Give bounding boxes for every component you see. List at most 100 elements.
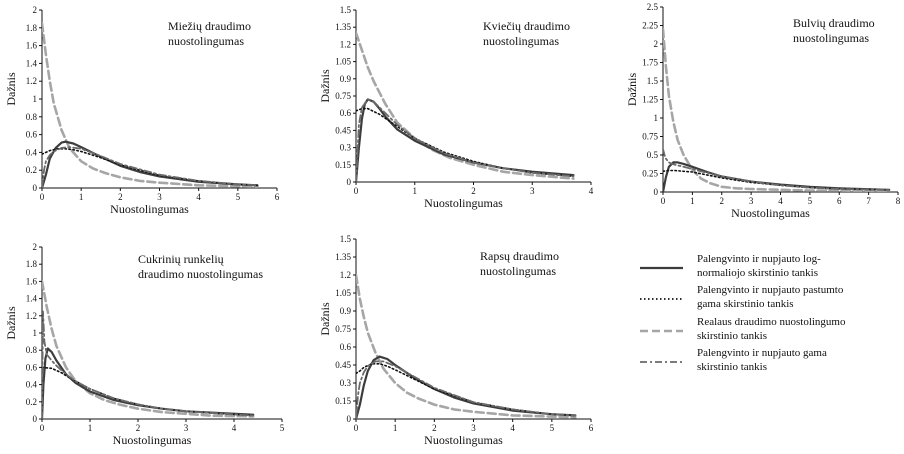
x-tick-label: 4 bbox=[232, 423, 237, 433]
y-tick-label: 0 bbox=[347, 414, 352, 424]
legend-label-shifted-gamma-1: Palengvinto ir nupjauto pastumto bbox=[697, 284, 844, 296]
y-axis-label: Dažnis bbox=[4, 306, 18, 340]
x-tick-label: 0 bbox=[40, 192, 45, 202]
y-axis-label: Dažnis bbox=[4, 72, 18, 106]
y-tick-label: 1.6 bbox=[26, 41, 38, 51]
chart-title-line: nuostolingumas bbox=[793, 31, 869, 45]
series-line-shifted-gamma bbox=[663, 169, 891, 191]
y-tick-label: 0.9 bbox=[340, 74, 352, 84]
chart-3: 0 0.25 0.5 0.75 1 1.25 1.5 1.75 2 2.25 2.5 0 1 2 3 4 5 6 7… bbox=[625, 2, 901, 220]
x-tick-label: 5 bbox=[280, 423, 285, 433]
x-tick-label: 3 bbox=[471, 423, 476, 433]
x-tick-label: 3 bbox=[749, 196, 754, 206]
x-axis-label: Nuostolingumas bbox=[424, 433, 503, 447]
y-tick-label: 2.5 bbox=[647, 2, 659, 12]
series-line-shifted-gamma bbox=[42, 366, 254, 417]
x-tick-label: 2 bbox=[471, 186, 476, 196]
y-tick-label: 0.15 bbox=[335, 160, 351, 170]
y-tick-label: 0 bbox=[654, 187, 659, 197]
series-line-lognormal bbox=[663, 161, 891, 192]
x-tick-label: 5 bbox=[550, 423, 555, 433]
x-tick-label: 4 bbox=[589, 186, 594, 196]
chart-title-line: draudimo nuostolingumas bbox=[138, 267, 263, 281]
y-tick-label: 0.4 bbox=[26, 147, 38, 157]
y-tick-label: 2 bbox=[33, 242, 38, 252]
y-tick-label: 0 bbox=[33, 414, 38, 424]
x-tick-label: 4 bbox=[778, 196, 783, 206]
y-tick-label: 0.2 bbox=[26, 397, 37, 407]
y-tick-label: 1.2 bbox=[340, 270, 351, 280]
y-tick-label: 1.5 bbox=[647, 76, 659, 86]
chart-title-line: nuostolingumas bbox=[168, 34, 244, 48]
series-line-lognormal bbox=[42, 347, 255, 419]
x-tick-label: 8 bbox=[896, 196, 901, 206]
y-tick-label: 1 bbox=[33, 94, 38, 104]
x-tick-label: 0 bbox=[354, 186, 359, 196]
series-line-shifted-gamma bbox=[356, 362, 577, 417]
x-tick-label: 1 bbox=[690, 196, 695, 206]
series-line-empirical bbox=[356, 31, 575, 180]
x-tick-label: 1 bbox=[413, 186, 418, 196]
x-tick-label: 6 bbox=[589, 423, 594, 433]
x-tick-label: 0 bbox=[661, 196, 666, 206]
x-tick-label: 0 bbox=[40, 423, 45, 433]
chart-4: 0 0.2 0.4 0.6 0.8 1 1.2 1.4 1.6 1.8 2 0 1 2 3 4 5 Nuostol… bbox=[4, 242, 285, 447]
x-axis-label: Nuostolingumas bbox=[731, 206, 810, 220]
y-tick-label: 1.35 bbox=[335, 22, 351, 32]
x-tick-label: 2 bbox=[720, 196, 725, 206]
series-line-empirical bbox=[663, 27, 891, 192]
y-tick-label: 1.2 bbox=[26, 311, 37, 321]
y-tick-label: 0.45 bbox=[335, 125, 351, 135]
y-tick-label: 0.75 bbox=[642, 132, 658, 142]
y-tick-label: 1.5 bbox=[340, 234, 352, 244]
x-tick-label: 1 bbox=[79, 192, 84, 202]
x-tick-label: 2 bbox=[118, 192, 123, 202]
x-tick-label: 3 bbox=[157, 192, 162, 202]
chart-2: 0 0.15 0.3 0.45 0.6 0.75 0.9 1.05 1.2 1.35 1.5 0 1 2 3… bbox=[318, 5, 594, 210]
y-tick-label: 1.25 bbox=[642, 95, 658, 105]
y-tick-label: 0.45 bbox=[335, 360, 351, 370]
y-axis-label: Dažnis bbox=[625, 73, 639, 107]
legend-label-gamma-1: Palengvinto ir nupjauto gama bbox=[697, 347, 827, 359]
y-tick-label: 1.75 bbox=[642, 58, 658, 68]
series-line-gamma bbox=[356, 360, 577, 419]
y-tick-label: 0.8 bbox=[26, 112, 38, 122]
series-line-lognormal bbox=[356, 355, 577, 419]
chart-1: 0 0.2 0.4 0.6 0.8 1 1.2 1.4 1.6 1.8 2 0 1 2 3 4 5 6 Nuosto… bbox=[4, 5, 280, 216]
y-tick-label: 0.15 bbox=[335, 396, 351, 406]
y-tick-label: 1.5 bbox=[340, 5, 352, 15]
series-line-empirical bbox=[42, 21, 259, 188]
y-tick-label: 2.25 bbox=[642, 21, 658, 31]
y-tick-label: 0.75 bbox=[335, 91, 351, 101]
y-tick-label: 1.05 bbox=[335, 57, 351, 67]
y-tick-label: 1 bbox=[33, 328, 38, 338]
x-tick-label: 4 bbox=[196, 192, 201, 202]
x-tick-label: 2 bbox=[136, 423, 141, 433]
y-tick-label: 1.4 bbox=[26, 294, 38, 304]
y-tick-label: 1.2 bbox=[340, 39, 351, 49]
y-tick-label: 0.6 bbox=[26, 362, 38, 372]
y-tick-label: 1.2 bbox=[26, 76, 37, 86]
y-tick-label: 0.75 bbox=[335, 324, 351, 334]
y-tick-label: 2 bbox=[33, 5, 38, 15]
y-tick-label: 0.25 bbox=[642, 169, 658, 179]
chart-title-line: nuostolingumas bbox=[480, 264, 556, 278]
y-tick-label: 0.4 bbox=[26, 380, 38, 390]
x-tick-label: 1 bbox=[88, 423, 93, 433]
chart-title-line: Kviečių draudimo bbox=[483, 19, 570, 33]
charts: 0 0.2 0.4 0.6 0.8 1 1.2 1.4 1.6 1.8 2 0 1 2 3 4 5 6 Nuosto… bbox=[4, 2, 901, 447]
x-tick-label: 6 bbox=[837, 196, 842, 206]
x-tick-label: 4 bbox=[510, 423, 515, 433]
x-tick-label: 5 bbox=[808, 196, 813, 206]
legend: Palengvinto ir nupjauto log- normaliojo … bbox=[640, 253, 846, 373]
y-tick-label: 0.6 bbox=[340, 108, 352, 118]
y-tick-label: 0.3 bbox=[340, 378, 352, 388]
x-axis-label: Nuostolingumas bbox=[110, 202, 189, 216]
y-tick-label: 1 bbox=[654, 113, 659, 123]
y-tick-label: 0 bbox=[33, 183, 38, 193]
y-tick-label: 0.6 bbox=[26, 130, 38, 140]
y-tick-label: 0.3 bbox=[340, 143, 352, 153]
chart-title-line: Bulvių draudimo bbox=[793, 16, 875, 30]
x-tick-label: 2 bbox=[432, 423, 437, 433]
